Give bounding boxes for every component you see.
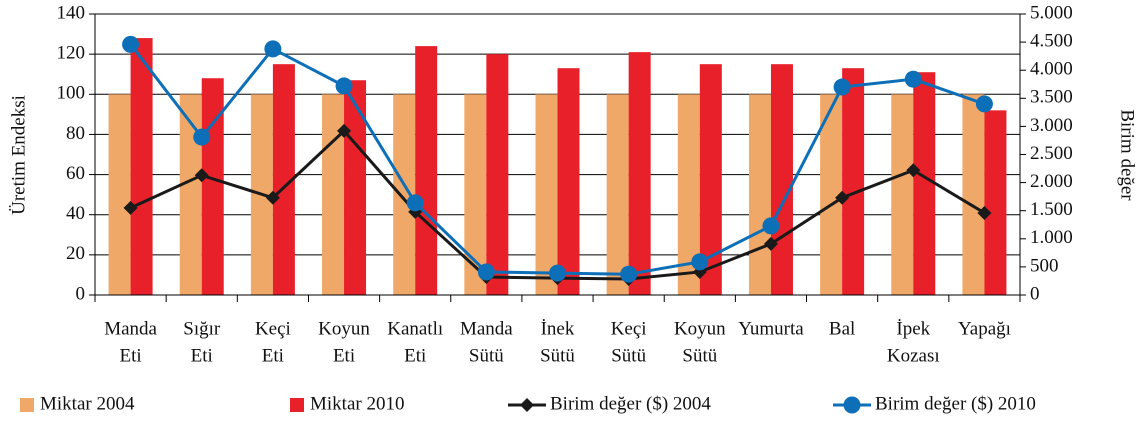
y2-tick-label: 4.000 <box>1030 59 1073 80</box>
bar <box>108 94 131 296</box>
y-tick-label: 120 <box>57 43 86 64</box>
y2-tick-label: 3.000 <box>1030 115 1073 136</box>
bar <box>962 94 985 296</box>
x-tick-label: Eti <box>404 345 426 366</box>
bar <box>628 52 651 296</box>
y-tick-label: 20 <box>66 243 85 264</box>
point <box>835 190 850 205</box>
x-tick-label: Manda <box>460 318 513 339</box>
x-tick-label: Kozası <box>887 345 940 366</box>
bar <box>393 94 416 296</box>
bar <box>606 94 629 296</box>
bar <box>322 94 345 296</box>
y2-tick-label: 0 <box>1030 283 1040 304</box>
x-tick-label: Koyun <box>674 318 726 339</box>
y-tick-label: 0 <box>76 283 86 304</box>
bar <box>130 38 153 295</box>
x-tick-label: İnek <box>541 318 575 339</box>
bar <box>557 68 580 295</box>
x-tick-label: Kanatlı <box>387 318 443 339</box>
x-tick-label: Keçi <box>255 318 291 339</box>
bar <box>842 68 865 295</box>
bar <box>699 64 722 295</box>
bar <box>820 94 843 296</box>
bar <box>984 110 1007 295</box>
point <box>691 253 709 271</box>
bar <box>344 80 367 295</box>
x-tick-label: Eti <box>119 345 141 366</box>
point <box>833 78 851 96</box>
x-tick-label: Keçi <box>611 318 647 339</box>
y2-tick-label: 4.500 <box>1030 30 1073 51</box>
x-tick-label: Eti <box>333 345 355 366</box>
x-tick-label: İpek <box>896 318 930 339</box>
x-tick-label: Koyun <box>318 318 370 339</box>
bar <box>201 78 224 295</box>
bar <box>415 46 438 295</box>
legend-marker <box>843 396 861 414</box>
point <box>194 168 209 183</box>
bar <box>272 64 295 295</box>
point <box>264 40 282 58</box>
x-tick-label: Yapağı <box>958 318 1011 339</box>
point <box>337 123 352 138</box>
bar <box>535 94 558 296</box>
y-tick-label: 60 <box>66 163 85 184</box>
point <box>193 128 211 146</box>
point <box>122 35 140 53</box>
bar <box>464 94 487 296</box>
point <box>335 77 353 95</box>
x-tick-label: Eti <box>262 345 284 366</box>
x-tick-label: Manda <box>104 318 157 339</box>
legend-label: Miktar 2010 <box>310 393 404 414</box>
legend-swatch <box>20 398 34 412</box>
point <box>477 263 495 281</box>
bar <box>913 72 936 295</box>
y2-tick-label: 3.500 <box>1030 87 1073 108</box>
point <box>763 236 778 251</box>
legend-label: Miktar 2004 <box>40 393 135 414</box>
y-tick-label: 100 <box>57 83 86 104</box>
y-axis-label: Üretim Endeksi <box>8 95 29 215</box>
point <box>906 163 921 178</box>
y2-tick-label: 2.000 <box>1030 171 1073 192</box>
y2-tick-label: 500 <box>1030 255 1059 276</box>
y-tick-label: 80 <box>66 123 85 144</box>
y2-tick-label: 1.500 <box>1030 199 1073 220</box>
bar <box>677 94 700 296</box>
bar <box>891 94 914 296</box>
x-tick-label: Sütü <box>682 345 717 366</box>
bar <box>486 54 509 296</box>
y2-axis-label: Birim değer <box>1117 109 1138 201</box>
point <box>904 70 922 88</box>
point <box>265 190 280 205</box>
x-tick-label: Bal <box>829 318 855 339</box>
y2-tick-label: 1.000 <box>1030 227 1073 248</box>
bar <box>770 64 793 295</box>
x-tick-label: Sütü <box>611 345 646 366</box>
point <box>549 264 566 282</box>
bar <box>179 94 202 296</box>
x-tick-label: Yumurta <box>738 318 804 339</box>
y2-tick-label: 2.500 <box>1030 143 1073 164</box>
legend-marker <box>520 398 534 412</box>
x-tick-label: Eti <box>191 345 213 366</box>
y-tick-label: 40 <box>66 203 85 224</box>
x-tick-label: Sütü <box>540 345 575 366</box>
point <box>406 194 424 212</box>
legend-swatch <box>290 398 304 412</box>
point <box>123 200 138 215</box>
legend-label: Birim değer ($) 2004 <box>550 393 711 414</box>
x-tick-label: Sütü <box>469 345 504 366</box>
point <box>620 265 638 283</box>
legend-label: Birim değer ($) 2010 <box>875 393 1036 414</box>
x-tick-label: Sığır <box>183 318 221 339</box>
y2-tick-label: 5.000 <box>1030 2 1073 23</box>
point <box>977 205 992 220</box>
point <box>762 217 780 235</box>
point <box>975 95 993 113</box>
y-tick-label: 140 <box>57 2 86 23</box>
bar <box>748 94 771 296</box>
